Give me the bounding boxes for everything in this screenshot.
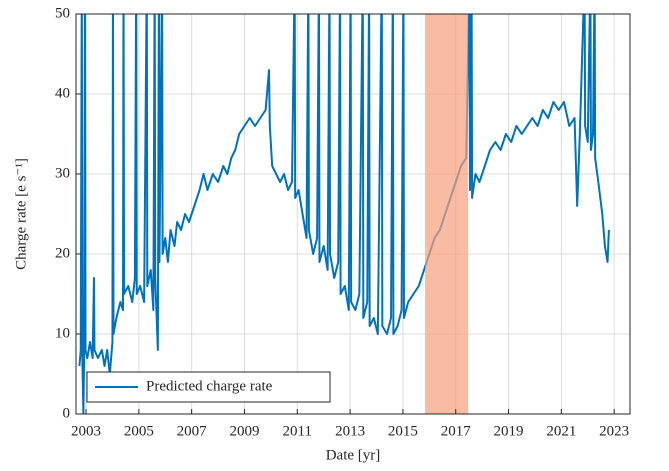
x-tick-label: 2013 xyxy=(335,423,365,439)
data-line xyxy=(78,14,610,414)
x-tick-label: 2003 xyxy=(71,423,101,439)
x-tick-label: 2021 xyxy=(546,423,576,439)
axes-frame xyxy=(75,13,631,415)
x-tick-label: 2005 xyxy=(124,423,154,439)
x-tick-label: 2009 xyxy=(229,423,259,439)
legend: Predicted charge rate xyxy=(86,371,331,403)
y-tick-label: 50 xyxy=(55,5,70,21)
x-tick-label: 2015 xyxy=(388,423,418,439)
y-tick-label: 10 xyxy=(55,325,70,341)
legend-label: Predicted charge rate xyxy=(146,378,273,394)
x-tick-label: 2007 xyxy=(177,423,208,439)
shaded-region xyxy=(425,14,469,414)
x-tick-label: 2019 xyxy=(494,423,524,439)
x-tick-label: 2023 xyxy=(599,423,629,439)
y-tick-label: 20 xyxy=(55,245,70,261)
plot-area xyxy=(78,14,610,414)
y-tick-label: 0 xyxy=(63,405,71,421)
x-tick-label: 2011 xyxy=(283,423,312,439)
x-axis-label: Date [yr] xyxy=(326,447,381,463)
y-tick-label: 40 xyxy=(55,85,70,101)
x-tick-label: 2017 xyxy=(441,423,472,439)
y-axis-label: Charge rate [e s⁻¹] xyxy=(13,158,29,270)
ticks: 0 10 20 30 40 50 2003 2005 2007 2009 2011 2013 2015 2… xyxy=(55,5,629,439)
y-tick-label: 30 xyxy=(55,165,70,181)
